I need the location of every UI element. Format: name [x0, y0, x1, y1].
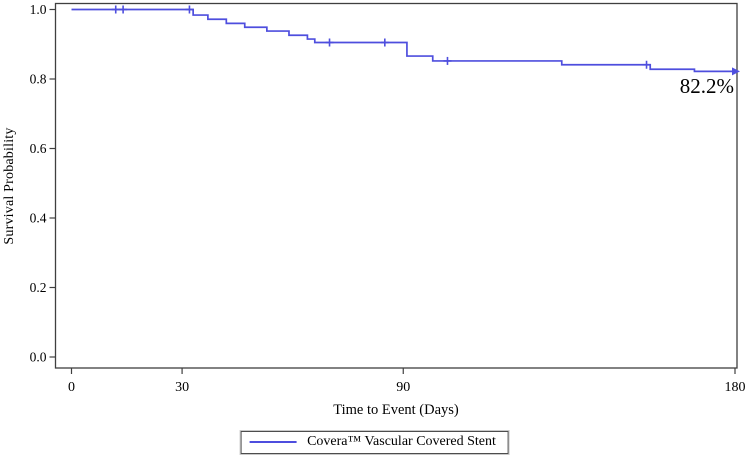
final-survival-annotation: 82.2%: [679, 74, 734, 98]
legend-line-sample-icon: [249, 441, 297, 443]
y-tick-label: 0.4: [30, 211, 47, 226]
x-tick-label: 90: [396, 380, 410, 395]
plot-frame: [54, 2, 738, 369]
y-tick-label: 0.8: [30, 72, 47, 87]
y-tick-label: 1.0: [30, 2, 47, 17]
km-step-curve: [71, 8, 735, 73]
x-tick-label: 180: [725, 380, 746, 395]
survival-plot-canvas: 1.0 0.8 0.6 0.4 0.2 0.0 0 30 90 180: [30, 2, 746, 395]
x-tick-label: 0: [68, 380, 75, 395]
legend-box: Covera™ Vascular Covered Stent: [239, 430, 510, 455]
y-axis-title: Survival Probability: [2, 127, 17, 245]
y-tick-label: 0.2: [30, 280, 47, 295]
x-tick-label: 30: [175, 380, 189, 395]
curve-end-arrow-icon: [732, 67, 740, 76]
x-axis-title: Time to Event (Days): [333, 402, 459, 418]
y-tick-label: 0.6: [30, 141, 47, 156]
y-tick-label: 0.0: [30, 350, 47, 365]
legend-series-label: Covera™ Vascular Covered Stent: [307, 434, 496, 449]
